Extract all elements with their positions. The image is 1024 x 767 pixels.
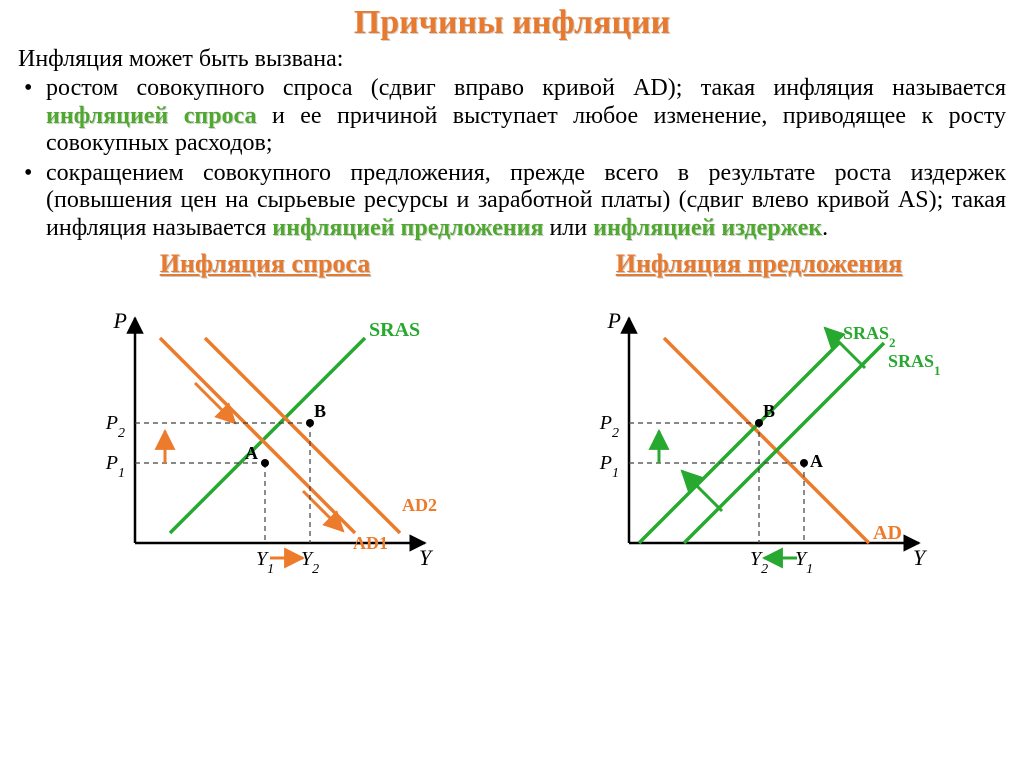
svg-text:P: P <box>113 308 127 333</box>
chart2-svg: P Y AD SRAS1SRAS2 A B P1 P2 Y1 Y2 <box>549 283 969 583</box>
svg-text:AD: AD <box>873 522 902 544</box>
svg-text:A: A <box>810 451 823 471</box>
bullet-list: ростом совокупного спроса (сдвиг вправо … <box>18 75 1006 243</box>
bullet2-post: . <box>822 215 828 241</box>
chart2-block: Инфляция предложения PYADSRAS1SRAS2ABP1P… <box>549 249 969 583</box>
svg-text:B: B <box>314 401 326 421</box>
svg-text:Y2: Y2 <box>750 548 768 577</box>
svg-text:Y: Y <box>913 545 928 570</box>
svg-text:AD1: AD1 <box>353 533 388 553</box>
svg-text:P: P <box>607 308 621 333</box>
bullet2-hl2: инфляцией издержек <box>593 215 822 241</box>
svg-text:Y1: Y1 <box>256 548 274 577</box>
svg-text:SRAS1: SRAS1 <box>888 351 941 378</box>
svg-text:P2: P2 <box>599 412 619 441</box>
bullet1-hl: инфляцией спроса <box>46 103 256 129</box>
svg-text:Y1: Y1 <box>795 548 813 577</box>
chart1-block: Инфляция спроса P Y SRAS AD1 AD2 A B P1 P2 Y1 Y2 <box>55 249 475 583</box>
intro-text: Инфляция может быть вызвана: <box>18 46 1006 73</box>
svg-text:AD2: AD2 <box>402 495 437 515</box>
svg-text:A: A <box>245 443 258 463</box>
svg-text:Y2: Y2 <box>301 548 319 577</box>
chart1-svg: P Y SRAS AD1 AD2 A B P1 P2 Y1 Y2 <box>55 283 475 583</box>
svg-text:SRAS2: SRAS2 <box>843 323 896 350</box>
bullet2-mid: или <box>543 215 593 241</box>
svg-text:Y: Y <box>419 545 434 570</box>
svg-text:P1: P1 <box>599 452 619 481</box>
svg-text:P2: P2 <box>105 412 125 441</box>
chart1-title: Инфляция спроса <box>55 249 475 279</box>
svg-text:B: B <box>763 401 775 421</box>
svg-text:P1: P1 <box>105 452 125 481</box>
page-title: Причины инфляции <box>18 4 1006 42</box>
svg-text:SRAS: SRAS <box>369 319 420 341</box>
chart2-title: Инфляция предложения <box>549 249 969 279</box>
charts-row: Инфляция спроса P Y SRAS AD1 AD2 A B P1 P2 Y1 Y2 И… <box>18 249 1006 583</box>
bullet-2: сокращением совокупного предложения, пре… <box>18 160 1006 243</box>
bullet-1: ростом совокупного спроса (сдвиг вправо … <box>18 75 1006 158</box>
bullet1-pre: ростом совокупного спроса (сдвиг вправо … <box>46 75 1006 101</box>
bullet2-hl1: инфляцией предложения <box>272 215 543 241</box>
